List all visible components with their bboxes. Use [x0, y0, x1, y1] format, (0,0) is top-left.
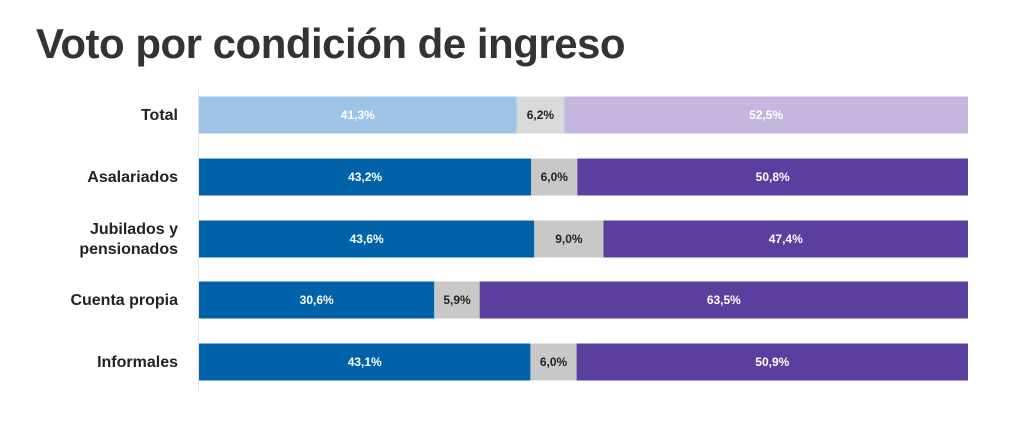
bar-segment: [531, 158, 578, 196]
category-label: Cuenta propia: [70, 292, 178, 309]
bar-segment: [534, 220, 604, 258]
data-label: 43,2%: [348, 170, 382, 184]
data-label: 47,4%: [769, 232, 803, 246]
chart-title: Voto por condición de ingreso: [36, 20, 626, 67]
bar-segment: [199, 343, 531, 381]
data-label: 6,0%: [541, 170, 569, 184]
bar-segment: [199, 220, 535, 258]
bar-segment: [434, 281, 480, 319]
data-label: 50,8%: [756, 170, 790, 184]
bar-segment: [199, 158, 532, 196]
data-label: 43,1%: [348, 355, 382, 369]
category-label: Asalariados: [87, 169, 178, 186]
category-label: Jubilados y pensionados: [79, 221, 178, 258]
bar-segment: [516, 96, 565, 134]
data-label: 5,9%: [443, 293, 471, 307]
bar-segment: [199, 96, 517, 134]
bar-segment: [530, 343, 577, 381]
data-label: 52,5%: [749, 108, 783, 122]
category-label: Total: [141, 107, 178, 124]
data-label: 43,6%: [350, 232, 384, 246]
bar-segment: [199, 281, 435, 319]
bar-segment: [576, 343, 968, 381]
bar-segment: [479, 281, 968, 319]
bar-segment: [603, 220, 968, 258]
data-label: 63,5%: [707, 293, 741, 307]
data-label: 30,6%: [300, 293, 334, 307]
bar-segment: [564, 96, 968, 134]
data-label: 6,0%: [540, 355, 568, 369]
data-label: 41,3%: [341, 108, 375, 122]
data-label: 6,2%: [527, 108, 555, 122]
bar-segment: [577, 158, 968, 196]
data-label: 50,9%: [755, 355, 789, 369]
data-label: 9,0%: [555, 232, 583, 246]
category-label: Informales: [97, 354, 178, 371]
